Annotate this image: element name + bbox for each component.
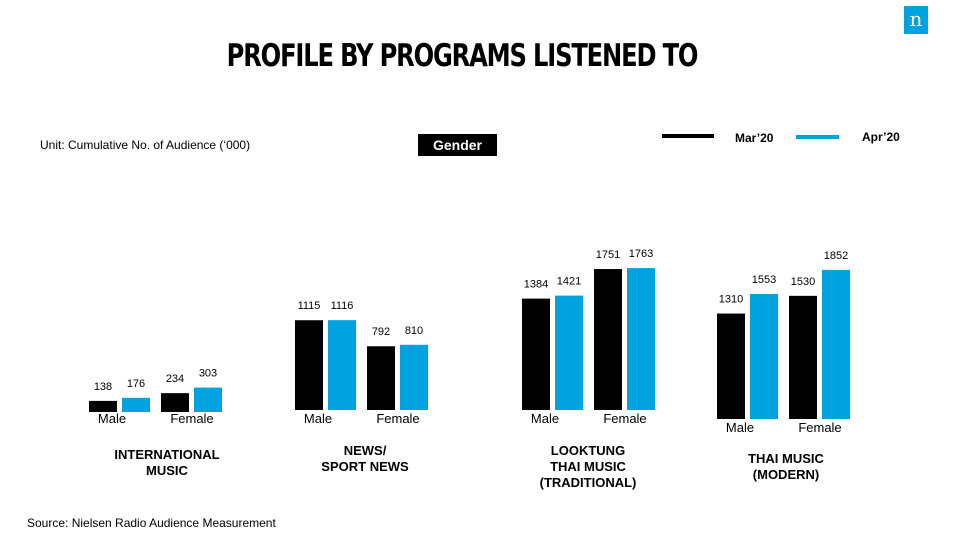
bar-1-male-1: [328, 320, 356, 410]
source-note: Source: Nielsen Radio Audience Measureme…: [27, 516, 276, 530]
group-label: LOOKTUNG: [551, 443, 625, 458]
data-label: 1310: [719, 294, 743, 306]
legend-swatch-apr20: [796, 135, 839, 139]
bar-1-female-0: [367, 346, 395, 410]
category-label: Male: [98, 411, 126, 426]
data-label: 176: [127, 378, 145, 390]
data-label: 1115: [298, 300, 321, 312]
data-label: 1421: [557, 276, 581, 288]
data-label: 1553: [752, 274, 776, 286]
bar-3-female-0: [789, 295, 817, 419]
group-label: INTERNATIONAL: [114, 447, 219, 462]
legend-label-mar20: Mar’20: [735, 131, 774, 145]
category-label: Male: [304, 411, 332, 426]
data-label: 234: [166, 373, 184, 385]
category-label: Female: [603, 411, 646, 426]
data-label: 1384: [524, 279, 548, 291]
bar-1-male-0: [295, 320, 323, 410]
page-title: PROFILE BY PROGRAMS LISTENED TO: [226, 38, 699, 74]
bar-0-male-0: [89, 400, 117, 412]
bar-3-female-1: [822, 269, 850, 419]
category-label: Male: [726, 420, 754, 435]
bar-2-male-0: [522, 298, 550, 410]
data-label: 1116: [331, 300, 354, 312]
data-label: 1763: [629, 248, 653, 260]
bar-3-male-0: [717, 313, 745, 419]
data-label: 810: [405, 325, 423, 337]
bar-1-female-1: [400, 344, 428, 410]
bar-2-female-1: [627, 268, 655, 410]
bar-0-female-0: [161, 393, 189, 412]
data-label: 1852: [824, 250, 848, 262]
category-label: Female: [170, 411, 213, 426]
group-label: MUSIC: [146, 463, 189, 478]
category-label: Female: [376, 411, 419, 426]
legend-swatch-mar20: [662, 134, 714, 138]
bar-2-male-1: [555, 295, 583, 410]
data-label: 1751: [596, 249, 620, 261]
nielsen-logo: n: [904, 6, 928, 34]
bar-0-female-1: [194, 387, 222, 412]
category-label: Male: [531, 411, 559, 426]
group-label: (TRADITIONAL): [540, 475, 637, 490]
group-label: (MODERN): [753, 467, 819, 482]
group-label: NEWS/: [344, 443, 387, 458]
data-label: 303: [199, 368, 217, 380]
data-label: 792: [372, 326, 390, 338]
category-label: Female: [798, 420, 841, 435]
group-label: SPORT NEWS: [321, 459, 409, 474]
group-label: THAI MUSIC: [748, 451, 824, 466]
data-label: 1530: [791, 276, 815, 288]
bar-3-male-1: [750, 293, 778, 419]
bar-2-female-0: [594, 269, 622, 410]
unit-note: Unit: Cumulative No. of Audience (‘000): [40, 138, 251, 152]
gender-label: Gender: [418, 134, 497, 156]
data-label: 138: [94, 381, 112, 393]
group-label: THAI MUSIC: [550, 459, 626, 474]
legend-label-apr20: Apr’20: [862, 130, 900, 144]
bar-0-male-1: [122, 397, 150, 412]
